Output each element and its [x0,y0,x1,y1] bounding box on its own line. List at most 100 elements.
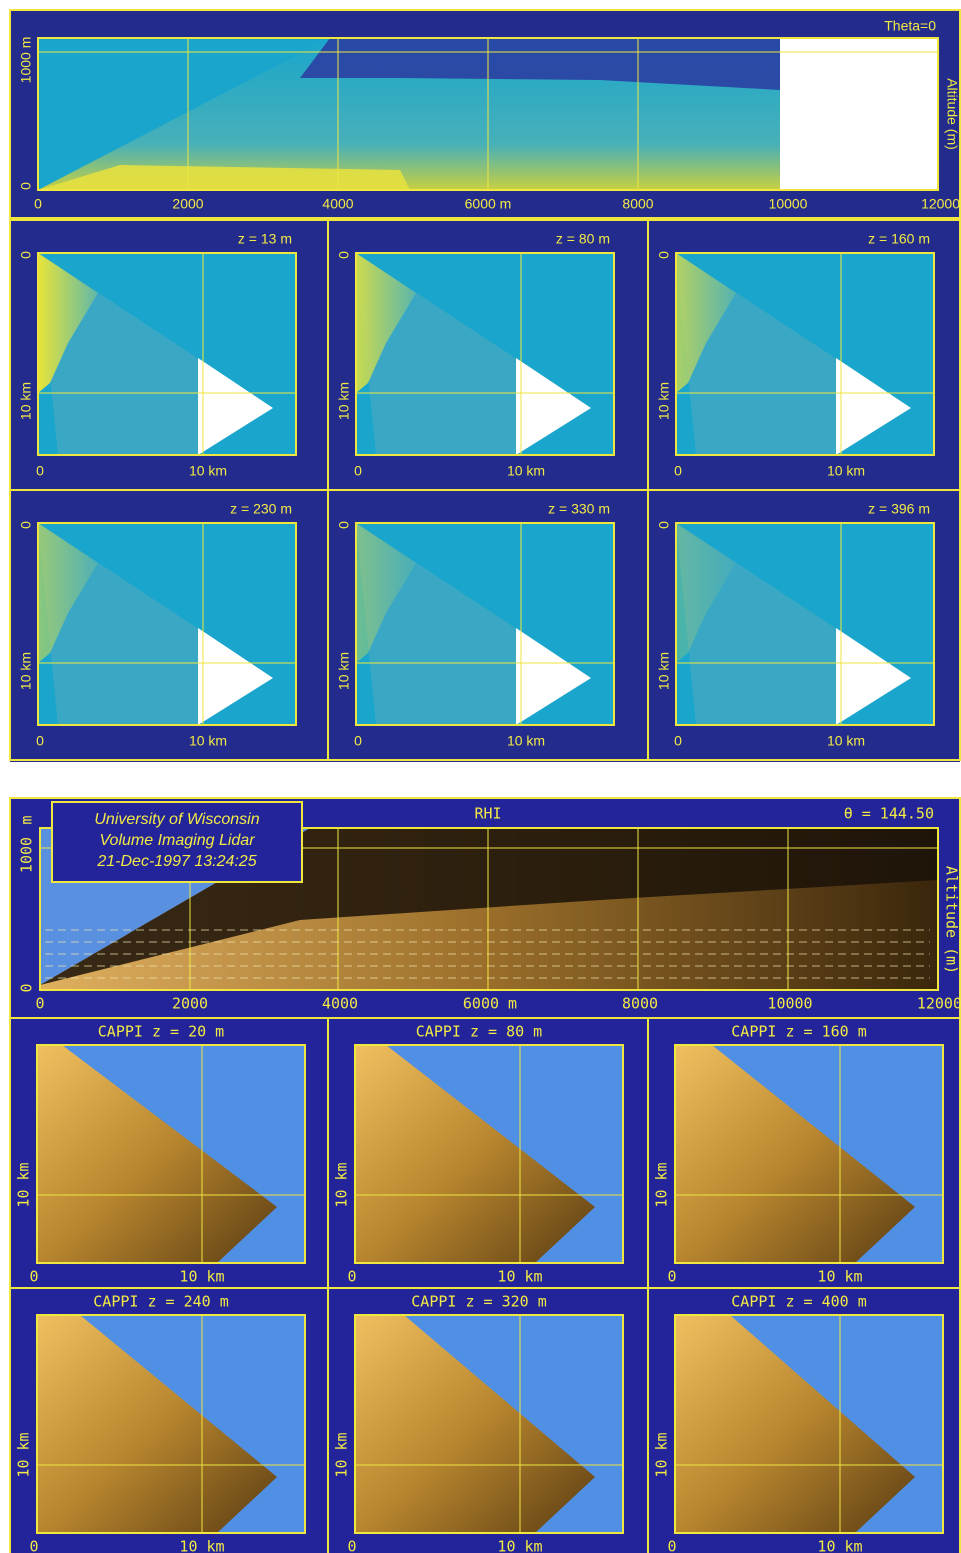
axis-label: 0 [18,251,34,259]
frame [37,252,297,456]
cappi-label: z = 160 m [868,231,930,247]
rhi-label: θ = 144.50 [844,805,934,823]
x-tick-label: 0 [667,1538,676,1553]
cappi-label: CAPPI z = 240 m [93,1293,228,1311]
x-tick-label: 8000 [622,995,658,1013]
x-tick-label: 10 km [497,1538,542,1553]
x-tick-label: 10 km [817,1268,862,1286]
cappi-aerosol [676,253,736,393]
title-line: University of Wisconsin [94,811,259,828]
axis-label: m [18,815,36,824]
cappi-label: z = 13 m [238,231,292,247]
axis-label: 1000 [18,837,36,873]
title-line: 21-Dec-1997 13:24:25 [96,853,256,870]
axis-label: 0 [336,521,352,529]
cappi-aerosol [38,253,98,393]
frame [675,522,935,726]
cappi-label: CAPPI z = 20 m [98,1023,224,1041]
x-tick-label: 8000 [622,196,653,212]
cappi-blank [516,358,591,455]
x-tick-label: 0 [667,1268,676,1286]
x-tick-label: 0 [36,463,44,479]
cappi-label: z = 330 m [548,501,610,517]
x-tick-label: 10 km [179,1538,224,1553]
x-tick-label: 0 [35,995,44,1013]
x-tick-label: 10 km [179,1268,224,1286]
frame [647,1287,961,1553]
axis-label: 0 [18,182,34,190]
frame [39,827,939,991]
title-line: Volume Imaging Lidar [99,832,255,849]
x-tick-label: 10 km [189,733,227,749]
cappi-sector [675,1315,915,1533]
x-tick-label: 0 [36,733,44,749]
cappi-aerosol [676,523,736,663]
x-tick-label: 6000 m [463,995,517,1013]
frame [354,1044,624,1264]
axis-label: 0 [18,983,36,992]
x-tick-label: 10 km [507,733,545,749]
frame [9,9,961,219]
axis-label: 0 [656,521,672,529]
x-tick-label: 4000 [322,995,358,1013]
x-tick-label: 0 [29,1538,38,1553]
x-tick-label: 12000 [921,196,960,212]
axis-label: Altitude (m) [943,866,961,974]
cappi-sector [37,1045,277,1263]
axis-label: 0 [336,251,352,259]
figure-bottom: University of Wisconsin Volume Imaging Li… [9,797,961,1553]
cappi-label: CAPPI z = 80 m [416,1023,542,1041]
frame [36,1044,306,1264]
cappi-label: CAPPI z = 160 m [731,1023,866,1041]
rhi-surface [38,165,410,190]
x-tick-label: 12000 [917,995,961,1013]
cappi-blank [836,628,911,725]
x-tick-label: 10 km [189,463,227,479]
frame [675,252,935,456]
x-tick-label: 0 [674,463,682,479]
cappi-sector [355,1045,595,1263]
x-tick-label: 0 [29,1268,38,1286]
x-tick-label: 10 km [827,463,865,479]
axis-label: 10 km [18,652,34,690]
x-tick-label: 2000 [172,196,203,212]
frame [37,522,297,726]
axis-label: 10 km [18,382,34,420]
x-tick-label: 10000 [769,196,808,212]
x-tick-label: 10 km [507,463,545,479]
x-tick-label: 10000 [767,995,812,1013]
rhi-near-field [38,38,330,190]
axis-label: Altitude (m) [944,78,960,150]
axis-label: 0 [18,521,34,529]
cappi-aerosol [356,523,416,663]
cappi-label: CAPPI z = 320 m [411,1293,546,1311]
frame [674,1314,944,1534]
cappi-label: z = 396 m [868,501,930,517]
cappi-label: z = 80 m [556,231,610,247]
axis-label: 10 km [336,652,352,690]
cappi-blank [198,628,273,725]
x-tick-label: 10 km [827,733,865,749]
cappi-sector [675,1045,915,1263]
rhi-title: RHI [474,805,501,823]
cappi-label: z = 230 m [230,501,292,517]
cappi-blank [836,358,911,455]
frame [355,522,615,726]
cappi-sector [37,1315,277,1533]
x-tick-label: 4000 [322,196,353,212]
x-tick-label: 10 km [817,1538,862,1553]
axis-label: 10 km [336,382,352,420]
x-tick-label: 0 [34,196,42,212]
cappi-blank [198,358,273,455]
axis-label: 10 km [333,1432,351,1477]
rhi-blank [780,38,938,190]
frame [674,1044,944,1264]
axis-label: 10 km [15,1162,33,1207]
x-tick-label: 0 [674,733,682,749]
axis-label: 1000 m [18,37,34,84]
frame [36,1314,306,1534]
frame [355,252,615,456]
rhi-dark-band [300,38,780,90]
